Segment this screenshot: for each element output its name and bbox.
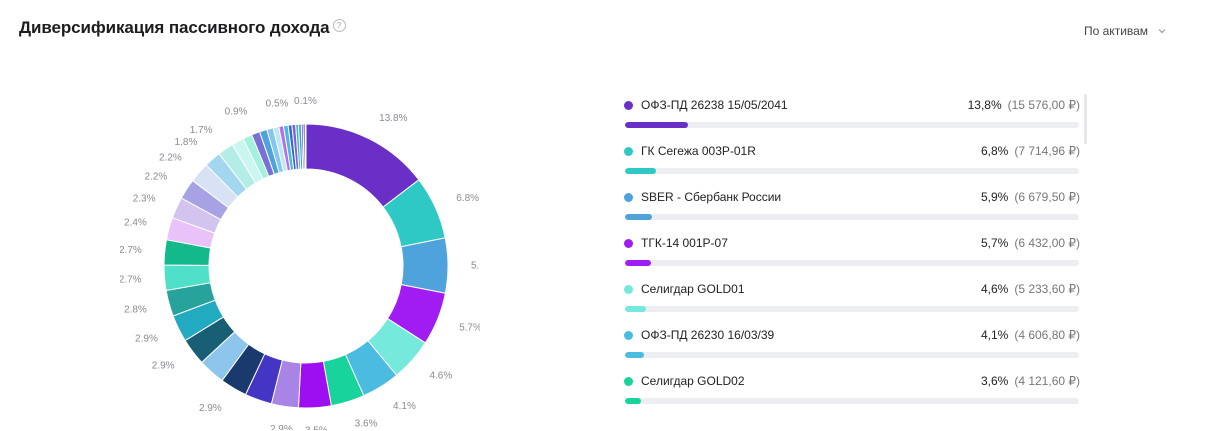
legend-progress-fill [625, 260, 651, 266]
donut-slice-label: 2.9% [199, 403, 222, 414]
legend-dot [624, 376, 633, 386]
legend-item[interactable]: ОФЗ-ПД 26230 16/03/39 4,1% (4 606,80 ₽) [624, 324, 1080, 370]
legend-item-row: SBER - Сбербанк России 5,9% (6 679,50 ₽) [624, 186, 1080, 208]
legend-item[interactable]: ТГК-14 001P-07 5,7% (6 432,00 ₽) [624, 232, 1080, 278]
legend-progress-track [625, 122, 1079, 128]
legend-progress-fill [625, 214, 652, 220]
legend-dot [624, 100, 633, 110]
donut-slice-label: 6.8% [456, 193, 479, 204]
list-scrollbar[interactable] [1084, 94, 1087, 144]
view-selector-dropdown[interactable]: По активам [1084, 24, 1166, 38]
donut-slice-label: 2.8% [124, 304, 147, 315]
legend-item-percent: 4,6% [980, 282, 1009, 296]
legend-item[interactable]: ГК Сегежа 003P-01R 6,8% (7 714,96 ₽) [624, 140, 1080, 186]
legend-item-name: ОФЗ-ПД 26230 16/03/39 [641, 328, 775, 342]
legend-item-row: Селигдар GOLD02 3,6% (4 121,60 ₽) [624, 370, 1080, 392]
legend-item-row: ОФЗ-ПД 26238 15/05/2041 13,8% (15 576,00 ₽… [624, 94, 1080, 116]
asset-legend-list: ОФЗ-ПД 26238 15/05/2041 13,8% (15 576,00 ₽… [624, 94, 1080, 431]
legend-item-amount: (5 233,60 ₽) [1014, 282, 1080, 296]
legend-item-name: ТГК-14 001P-07 [641, 236, 728, 250]
legend-item-row: ТГК-14 001P-07 5,7% (6 432,00 ₽) [624, 232, 1080, 254]
legend-progress-track [625, 168, 1079, 174]
donut-slice-label: 2.7% [120, 275, 142, 286]
legend-item-percent: 5,7% [980, 236, 1009, 250]
legend-item[interactable]: SBER - Сбербанк России 5,9% (6 679,50 ₽) [624, 186, 1080, 232]
donut-slice[interactable] [304, 123, 307, 170]
legend-item-name: Селигдар GOLD01 [641, 282, 745, 296]
legend-progress-track [625, 352, 1079, 358]
legend-progress-fill [625, 168, 656, 174]
donut-slice-label: 0.1% [294, 96, 317, 107]
donut-slice-label: 0.5% [266, 99, 289, 110]
legend-item-percent: 3,6% [980, 374, 1009, 388]
legend-item-amount: (6 432,00 ₽) [1014, 236, 1080, 250]
legend-item-percent: 6,8% [980, 144, 1009, 158]
donut-slice-label: 1.7% [190, 125, 213, 136]
donut-chart-svg: 13.8% 6.8% 5.9% 5.7% 4.6% 4.1% 3.6% 3.5% 2.9% 2.9… [120, 96, 480, 430]
donut-slice-label: 3.5% [305, 426, 328, 430]
donut-slice-label: 3.6% [355, 419, 378, 430]
donut-slice-label: 2.3% [133, 193, 156, 204]
chart-header: Диверсификация пассивного дохода ? [19, 18, 346, 38]
legend-progress-fill [625, 398, 642, 404]
legend-item[interactable]: Селигдар GOLD01 4,6% (5 233,60 ₽) [624, 278, 1080, 324]
legend-dot [624, 238, 633, 248]
donut-slice-label: 1.8% [175, 137, 198, 148]
legend-item-amount: (4 606,80 ₽) [1014, 328, 1080, 342]
legend-item-name: ОФЗ-ПД 26238 15/05/2041 [641, 98, 788, 112]
donut-slice-label: 13.8% [379, 113, 407, 124]
legend-progress-track [625, 306, 1079, 312]
legend-item[interactable]: Селигдар GOLD02 3,6% (4 121,60 ₽) [624, 370, 1080, 416]
legend-progress-track [625, 398, 1079, 404]
legend-item-name: ГК Сегежа 003P-01R [641, 144, 756, 158]
legend-progress-fill [625, 306, 646, 312]
legend-item-row: ГК Сегежа 003P-01R 6,8% (7 714,96 ₽) [624, 140, 1080, 162]
legend-item[interactable]: ОФЗ-ПД 26238 15/05/2041 13,8% (15 576,00 ₽… [624, 94, 1080, 140]
donut-slice-label: 2.9% [135, 334, 158, 345]
legend-item-amount: (6 679,50 ₽) [1014, 190, 1080, 204]
legend-item-row: ОФЗ-ПД 26230 16/03/39 4,1% (4 606,80 ₽) [624, 324, 1080, 346]
legend-dot [624, 330, 633, 340]
legend-progress-track [625, 214, 1079, 220]
legend-item-percent: 5,9% [980, 190, 1009, 204]
legend-progress-track [625, 260, 1079, 266]
donut-slice-label: 2.9% [152, 361, 175, 372]
legend-progress-fill [625, 352, 644, 358]
donut-slice-label: 2.4% [124, 218, 147, 229]
legend-item-name: Селигдар GOLD02 [641, 374, 745, 388]
legend-dot [624, 192, 633, 202]
donut-slice-label: 4.6% [429, 370, 452, 381]
legend-item-amount: (15 576,00 ₽) [1007, 98, 1080, 112]
donut-slice-label: 4.1% [393, 401, 416, 412]
donut-slice-label: 2.7% [120, 245, 142, 256]
legend-dot [624, 284, 633, 294]
chart-title: Диверсификация пассивного дохода [19, 18, 330, 37]
chevron-down-icon [1158, 29, 1166, 34]
donut-chart: 13.8% 6.8% 5.9% 5.7% 4.6% 4.1% 3.6% 3.5% 2.9% 2.9… [120, 80, 480, 430]
view-selector-label: По активам [1084, 24, 1149, 38]
legend-progress-fill [625, 122, 688, 128]
donut-slice-label: 2.2% [145, 172, 168, 183]
donut-slice-label: 0.9% [225, 107, 248, 118]
donut-slice[interactable] [400, 237, 449, 294]
donut-slice-label: 5.7% [459, 323, 480, 334]
help-icon[interactable]: ? [332, 19, 346, 32]
legend-item-amount: (4 121,60 ₽) [1014, 374, 1080, 388]
legend-item-percent: 4,1% [980, 328, 1009, 342]
donut-slice-label: 2.2% [159, 152, 182, 163]
legend-dot [624, 146, 633, 156]
legend-item-percent: 13,8% [967, 98, 1002, 112]
legend-item-amount: (7 714,96 ₽) [1014, 144, 1080, 158]
legend-item-row: Селигдар GOLD01 4,6% (5 233,60 ₽) [624, 278, 1080, 300]
legend-item-name: SBER - Сбербанк России [641, 190, 782, 204]
donut-slice-label: 2.9% [270, 424, 293, 430]
donut-slice-label: 5.9% [471, 260, 480, 271]
